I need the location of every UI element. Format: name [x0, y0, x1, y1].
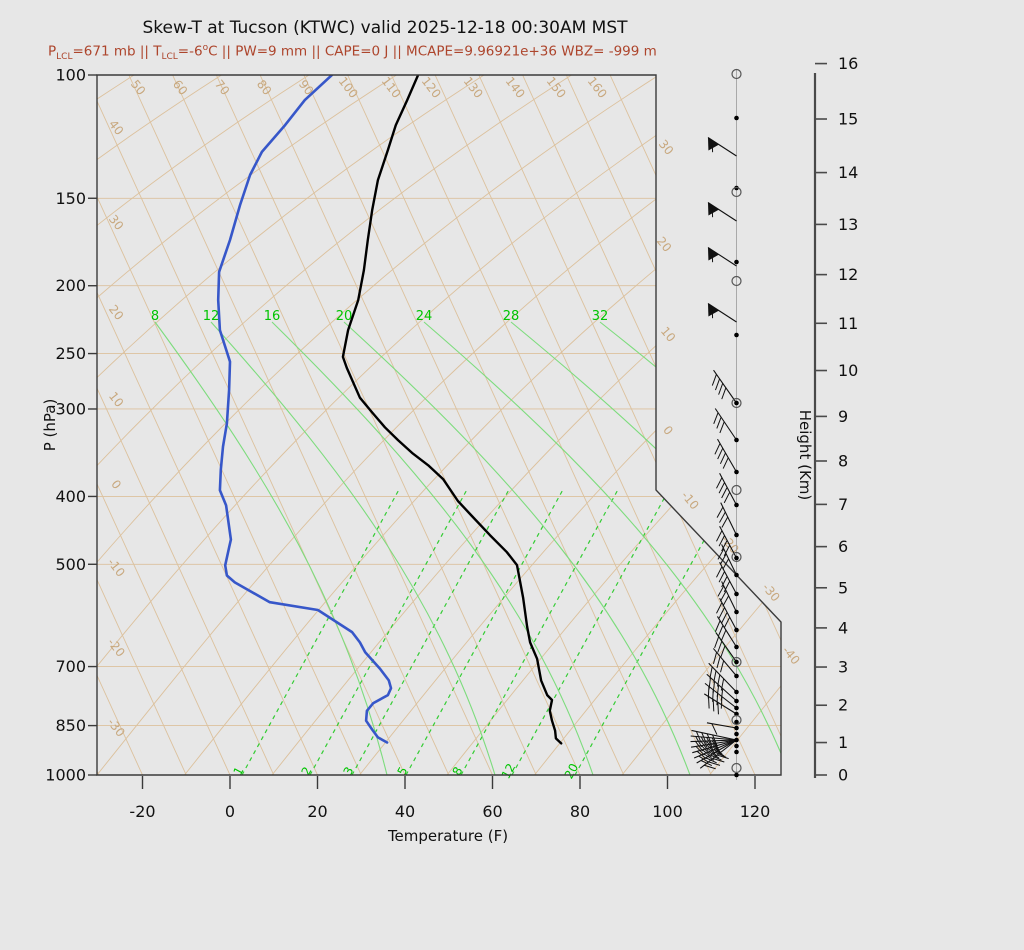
svg-text:12: 12 — [838, 265, 858, 284]
svg-text:8: 8 — [151, 309, 159, 324]
svg-text:30: 30 — [106, 212, 126, 233]
page-title: Skew-T at Tucson (KTWC) valid 2025-12-18… — [142, 18, 628, 38]
svg-text:3: 3 — [340, 764, 356, 777]
svg-text:500: 500 — [55, 555, 86, 574]
svg-text:Height (Km): Height (Km) — [796, 410, 814, 501]
temperature-curve — [341, 75, 563, 745]
svg-text:0: 0 — [838, 766, 848, 785]
svg-text:10: 10 — [838, 361, 858, 380]
background-grid — [97, 75, 781, 775]
svg-text:16: 16 — [838, 54, 858, 73]
svg-text:160: 160 — [585, 74, 610, 101]
svg-text:3: 3 — [838, 658, 848, 677]
svg-text:5: 5 — [838, 578, 848, 597]
svg-text:100: 100 — [55, 66, 86, 85]
svg-text:120: 120 — [419, 74, 444, 101]
svg-text:60: 60 — [482, 802, 502, 821]
sounding-curves — [216, 75, 563, 745]
svg-text:0: 0 — [660, 423, 676, 438]
svg-text:20: 20 — [307, 802, 327, 821]
svg-text:80: 80 — [254, 77, 274, 98]
svg-text:30: 30 — [656, 137, 677, 158]
svg-text:20: 20 — [562, 761, 582, 781]
wind-barb-column — [690, 68, 742, 780]
svg-text:850: 850 — [55, 716, 86, 735]
svg-text:60: 60 — [170, 77, 190, 98]
svg-text:130: 130 — [461, 74, 486, 101]
svg-text:14: 14 — [838, 163, 858, 182]
svg-text:9: 9 — [838, 407, 848, 426]
svg-text:12: 12 — [203, 309, 220, 324]
svg-text:40: 40 — [395, 802, 415, 821]
svg-text:80: 80 — [570, 802, 590, 821]
svg-text:12: 12 — [499, 761, 519, 781]
svg-text:10: 10 — [106, 389, 126, 410]
svg-text:2: 2 — [838, 696, 848, 715]
svg-text:1: 1 — [230, 764, 246, 777]
svg-text:10: 10 — [658, 324, 679, 345]
svg-text:-10: -10 — [105, 556, 128, 580]
svg-text:-40: -40 — [779, 643, 802, 667]
svg-text:16: 16 — [264, 309, 281, 324]
svg-text:15: 15 — [838, 110, 858, 129]
svg-text:13: 13 — [838, 215, 858, 234]
svg-text:150: 150 — [544, 74, 569, 101]
moisture-line-labels: 8 12 16 20 24 28 321 2 3 5 8 12 20 — [151, 309, 608, 781]
svg-text:2: 2 — [298, 764, 314, 777]
svg-text:-10: -10 — [678, 488, 701, 512]
sounding-indices-line: PLCL=671 mb || TLCL=-6oC || PW=9 mm || C… — [48, 43, 657, 63]
svg-text:100: 100 — [336, 74, 361, 101]
svg-text:700: 700 — [55, 657, 86, 676]
svg-text:20: 20 — [336, 309, 353, 324]
svg-text:0: 0 — [225, 802, 235, 821]
dewpoint-curve — [216, 75, 393, 744]
svg-text:Temperature (F): Temperature (F) — [387, 827, 508, 845]
svg-text:6: 6 — [838, 537, 848, 556]
svg-text:32: 32 — [592, 309, 609, 324]
svg-text:150: 150 — [55, 189, 86, 208]
svg-text:110: 110 — [379, 74, 404, 101]
svg-text:11: 11 — [838, 314, 858, 333]
svg-text:40: 40 — [106, 117, 126, 138]
isotherm-labels: 50 60 70 80 90 100 110 120 130 140 150 160403020100… — [105, 74, 803, 739]
svg-text:1: 1 — [838, 733, 848, 752]
svg-text:28: 28 — [503, 309, 520, 324]
svg-text:-30: -30 — [759, 580, 782, 604]
svg-text:7: 7 — [838, 495, 848, 514]
svg-text:24: 24 — [416, 309, 433, 324]
svg-text:5: 5 — [394, 764, 410, 777]
svg-text:1000: 1000 — [45, 766, 86, 785]
svg-text:-20: -20 — [129, 802, 155, 821]
svg-text:P (hPa): P (hPa) — [41, 399, 59, 452]
svg-text:8: 8 — [449, 764, 465, 777]
svg-text:120: 120 — [740, 802, 771, 821]
svg-text:100: 100 — [652, 802, 683, 821]
svg-text:0: 0 — [108, 477, 124, 492]
svg-text:300: 300 — [55, 399, 86, 418]
svg-text:250: 250 — [55, 344, 86, 363]
svg-text:20: 20 — [654, 234, 675, 255]
svg-text:4: 4 — [838, 618, 848, 637]
svg-text:8: 8 — [838, 451, 848, 470]
svg-text:400: 400 — [55, 487, 86, 506]
svg-text:70: 70 — [212, 77, 232, 98]
svg-text:200: 200 — [55, 276, 86, 295]
